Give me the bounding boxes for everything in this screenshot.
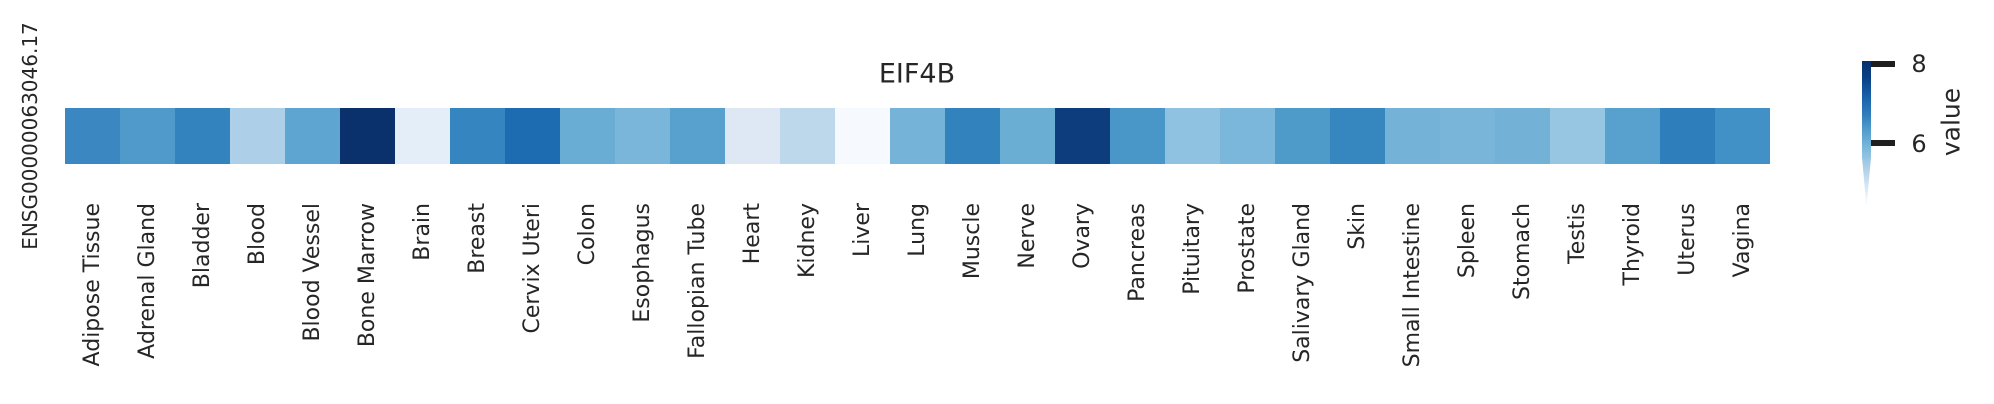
heatmap-cell-thyroid — [1605, 108, 1660, 164]
heatmap-cell-fallopian-tube — [670, 108, 725, 164]
heatmap-cell-stomach — [1495, 108, 1550, 164]
x-tick-label-adrenal-gland: Adrenal Gland — [134, 203, 160, 359]
x-tick-label-bladder: Bladder — [189, 203, 215, 289]
heatmap-cell-adipose-tissue — [65, 108, 120, 164]
x-tick-label-brain: Brain — [409, 203, 435, 261]
heatmap-cell-kidney — [780, 108, 835, 164]
x-tick-label-lung: Lung — [904, 203, 930, 257]
x-tick-label-liver: Liver — [849, 203, 875, 257]
heatmap-cell-breast — [450, 108, 505, 164]
x-tick-label-vagina: Vagina — [1729, 203, 1755, 278]
heatmap-cell-brain — [395, 108, 450, 164]
x-tick-label-small-intestine: Small Intestine — [1399, 203, 1425, 368]
x-tick-label-skin: Skin — [1344, 203, 1370, 250]
heatmap-cell-small-intestine — [1385, 108, 1440, 164]
heatmap-cell-uterus — [1660, 108, 1715, 164]
heatmap-cell-skin — [1330, 108, 1385, 164]
x-tick-label-fallopian-tube: Fallopian Tube — [684, 203, 710, 359]
heatmap-cell-adrenal-gland — [120, 108, 175, 164]
colorbar-tick-label-8: 8 — [1911, 50, 1927, 78]
heatmap-cell-lung — [890, 108, 945, 164]
heatmap-cell-pancreas — [1110, 108, 1165, 164]
x-tick-label-nerve: Nerve — [1014, 203, 1040, 269]
heatmap-cell-prostate — [1220, 108, 1275, 164]
heatmap-cell-salivary-gland — [1275, 108, 1330, 164]
colorbar-tick-label-6: 6 — [1911, 130, 1927, 158]
x-tick-label-pancreas: Pancreas — [1124, 203, 1150, 302]
x-tick-label-bone-marrow: Bone Marrow — [354, 203, 380, 348]
heatmap-cell-muscle — [945, 108, 1000, 164]
heatmap-cell-spleen — [1440, 108, 1495, 164]
x-tick-label-uterus: Uterus — [1674, 203, 1700, 276]
x-tick-label-heart: Heart — [739, 203, 765, 265]
heatmap-cell-pituitary — [1165, 108, 1220, 164]
x-tick-label-colon: Colon — [574, 203, 600, 266]
x-tick-label-spleen: Spleen — [1454, 203, 1480, 279]
x-tick-label-blood: Blood — [244, 203, 270, 266]
y-tick-label-gene-id: ENSG00000063046.17 — [18, 22, 42, 250]
x-tick-label-breast: Breast — [464, 203, 490, 274]
x-tick-label-blood-vessel: Blood Vessel — [299, 203, 325, 342]
heatmap-cell-heart — [725, 108, 780, 164]
x-tick-label-testis: Testis — [1564, 203, 1590, 264]
x-tick-label-adipose-tissue: Adipose Tissue — [79, 203, 105, 367]
heatmap-cell-vagina — [1715, 108, 1770, 164]
heatmap-cell-colon — [560, 108, 615, 164]
colorbar-axis-label: value — [1936, 87, 1966, 157]
x-tick-label-muscle: Muscle — [959, 203, 985, 280]
heatmap-cell-blood — [230, 108, 285, 164]
x-tick-label-stomach: Stomach — [1509, 203, 1535, 301]
x-tick-label-kidney: Kidney — [794, 203, 820, 279]
x-tick-label-salivary-gland: Salivary Gland — [1289, 203, 1315, 363]
heatmap-cell-ovary — [1055, 108, 1110, 164]
heatmap-row — [65, 108, 1770, 164]
colorbar-tick-mark-6 — [1871, 140, 1895, 146]
colorbar-gradient-strip — [1862, 61, 1871, 207]
x-tick-label-cervix-uteri: Cervix Uteri — [519, 203, 545, 334]
heatmap-cell-esophagus — [615, 108, 670, 164]
heatmap-cell-cervix-uteri — [505, 108, 560, 164]
heatmap-cell-testis — [1550, 108, 1605, 164]
x-tick-label-prostate: Prostate — [1234, 203, 1260, 294]
heatmap-cell-liver — [835, 108, 890, 164]
heatmap-cell-bone-marrow — [340, 108, 395, 164]
colorbar-tick-mark-8 — [1871, 61, 1895, 67]
heatmap-cell-bladder — [175, 108, 230, 164]
heatmap-cell-nerve — [1000, 108, 1055, 164]
x-tick-label-esophagus: Esophagus — [629, 203, 655, 323]
x-tick-label-pituitary: Pituitary — [1179, 203, 1205, 295]
x-tick-label-ovary: Ovary — [1069, 203, 1095, 269]
heatmap-cell-blood-vessel — [285, 108, 340, 164]
x-tick-label-thyroid: Thyroid — [1619, 203, 1645, 286]
chart-title: EIF4B — [878, 58, 956, 90]
